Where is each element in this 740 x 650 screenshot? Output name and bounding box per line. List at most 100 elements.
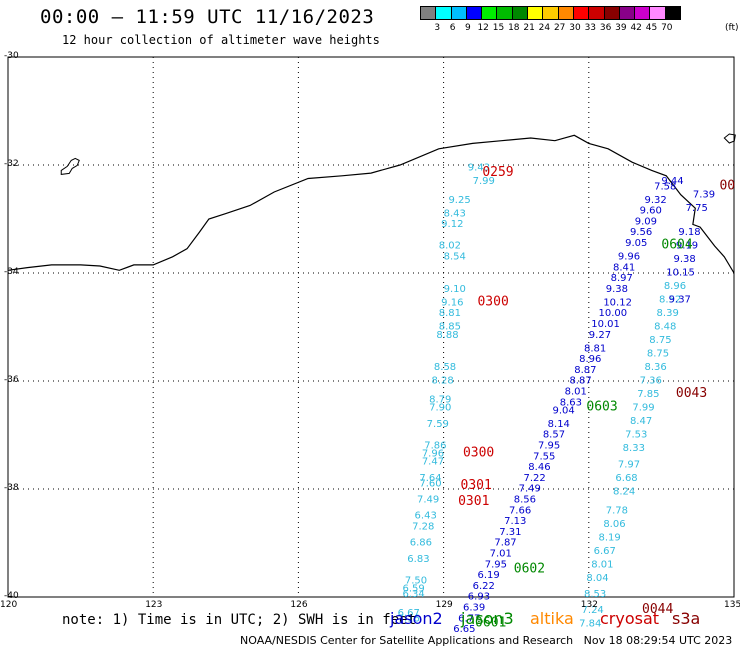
swh-value: 6.22 bbox=[473, 581, 495, 592]
legend-label: 70 bbox=[661, 23, 673, 33]
swh-value: 9.12 bbox=[441, 219, 463, 230]
legend-swatches bbox=[420, 6, 682, 20]
legend-label: 27 bbox=[553, 23, 566, 33]
swh-value: 6.59 bbox=[402, 584, 424, 595]
satellite-label-jason2: jason2 bbox=[390, 609, 443, 628]
swh-value: 8.88 bbox=[436, 330, 458, 341]
legend-swatch bbox=[664, 6, 682, 20]
swh-value: 9.25 bbox=[448, 195, 470, 206]
pass-time-label: 0301 bbox=[461, 478, 492, 493]
swh-value: 9.32 bbox=[644, 195, 666, 206]
swh-value: 6.83 bbox=[407, 554, 429, 565]
swh-value: 7.59 bbox=[427, 419, 449, 430]
legend-label: 45 bbox=[645, 23, 658, 33]
swh-value: 9.37 bbox=[669, 295, 691, 306]
credit-line: NOAA/NESDIS Center for Satellite Applica… bbox=[240, 634, 733, 647]
swh-value: 8.56 bbox=[514, 495, 536, 506]
pass-time-label: 0604 bbox=[661, 238, 692, 253]
swh-value: 7.64 bbox=[419, 473, 441, 484]
swh-value: 8.81 bbox=[439, 308, 461, 319]
swh-value: 10.15 bbox=[666, 268, 695, 279]
pass-time-label: 0259 bbox=[482, 165, 513, 180]
legend-label: 24 bbox=[538, 23, 551, 33]
swh-value: 6.19 bbox=[477, 570, 499, 581]
swh-value: 8.41 bbox=[613, 262, 635, 273]
swh-value: 9.09 bbox=[635, 216, 657, 227]
swh-value: 7.49 bbox=[417, 495, 439, 506]
pass-time-label: 0602 bbox=[514, 562, 545, 577]
swh-value: 6.77 bbox=[458, 613, 480, 624]
pass-time-label: 0043 bbox=[676, 386, 707, 401]
swh-value: 7.53 bbox=[625, 430, 647, 441]
swh-value: 8.47 bbox=[630, 416, 652, 427]
swh-value: 7.36 bbox=[640, 376, 662, 387]
legend-label: 30 bbox=[569, 23, 581, 33]
island-shape bbox=[60, 157, 80, 175]
lat-tick-label: -40 bbox=[4, 591, 19, 601]
swh-value: 8.52 bbox=[659, 295, 681, 306]
swh-value: 6.39 bbox=[463, 603, 485, 614]
swh-value: 8.96 bbox=[579, 354, 601, 365]
swh-value: 6.34 bbox=[402, 589, 424, 600]
legend-label: 18 bbox=[508, 23, 520, 33]
legend-label: 12 bbox=[477, 23, 489, 33]
swh-value: 8.79 bbox=[429, 395, 451, 406]
swh-value: 8.39 bbox=[657, 308, 679, 319]
swh-value: 7.78 bbox=[606, 505, 628, 516]
swh-value: 8.19 bbox=[598, 532, 620, 543]
swh-value: 7.22 bbox=[523, 473, 545, 484]
pass-time-label: 0044 bbox=[642, 602, 673, 617]
swh-value: 9.19 bbox=[676, 241, 698, 252]
pass-time-label: 00 bbox=[719, 178, 735, 193]
swh-value: 7.66 bbox=[509, 505, 531, 516]
lon-tick-label: 123 bbox=[145, 600, 163, 610]
swh-value: 9.38 bbox=[606, 284, 628, 295]
swh-value: 8.53 bbox=[584, 589, 606, 600]
swh-value: 8.85 bbox=[439, 322, 461, 333]
swh-value: 7.96 bbox=[422, 449, 444, 460]
swh-value: 9.96 bbox=[618, 252, 640, 263]
swh-value: 7.90 bbox=[429, 403, 451, 414]
satellite-label-altika: altika bbox=[530, 609, 574, 628]
swh-value: 8.24 bbox=[613, 486, 635, 497]
swh-value: 8.01 bbox=[591, 559, 613, 570]
swh-value: 10.00 bbox=[598, 308, 627, 319]
legend-label: 36 bbox=[599, 23, 612, 33]
swh-value: 9.43 bbox=[468, 162, 490, 173]
lat-tick-label: -36 bbox=[4, 375, 19, 385]
swh-value: 7.58 bbox=[654, 181, 676, 192]
swh-value: 8.33 bbox=[623, 443, 645, 454]
swh-value: 8.28 bbox=[432, 376, 454, 387]
swh-value: 7.85 bbox=[637, 389, 659, 400]
map-title: 00:00 — 11:59 UTC 11/16/2023 bbox=[40, 6, 375, 28]
swh-value: 7.16 bbox=[398, 613, 420, 624]
swh-value: 8.01 bbox=[565, 387, 587, 398]
pass-time-label: 0300 bbox=[477, 294, 508, 309]
swh-value: 8.54 bbox=[444, 252, 466, 263]
swh-value: 7.86 bbox=[424, 441, 446, 452]
swh-value: 6.67 bbox=[398, 608, 420, 619]
swh-value: 9.18 bbox=[678, 227, 700, 238]
lon-tick-label: 132 bbox=[580, 600, 598, 610]
legend-label: 9 bbox=[465, 23, 471, 33]
swh-value: 8.63 bbox=[560, 397, 582, 408]
swh-value: 9.44 bbox=[661, 176, 683, 187]
swh-value: 7.01 bbox=[490, 549, 512, 560]
lat-tick-label: -30 bbox=[4, 51, 19, 61]
pass-time-label: 0301 bbox=[458, 494, 489, 509]
swh-value: 10.01 bbox=[591, 319, 620, 330]
swh-value: 6.65 bbox=[453, 624, 475, 635]
swh-value: 8.04 bbox=[586, 573, 608, 584]
swh-value: 7.13 bbox=[504, 516, 526, 527]
satellite-label-jason3: jason3 bbox=[461, 609, 514, 628]
swh-value: 9.27 bbox=[589, 330, 611, 341]
swh-value: 8.06 bbox=[603, 519, 625, 530]
swh-value: 8.57 bbox=[543, 430, 565, 441]
swh-value: 9.04 bbox=[553, 405, 575, 416]
legend-label: 39 bbox=[615, 23, 627, 33]
swh-value: 6.86 bbox=[410, 538, 432, 549]
swh-value: 10.12 bbox=[603, 297, 632, 308]
swh-value: 7.31 bbox=[499, 527, 521, 538]
swh-value: 6.68 bbox=[615, 473, 637, 484]
